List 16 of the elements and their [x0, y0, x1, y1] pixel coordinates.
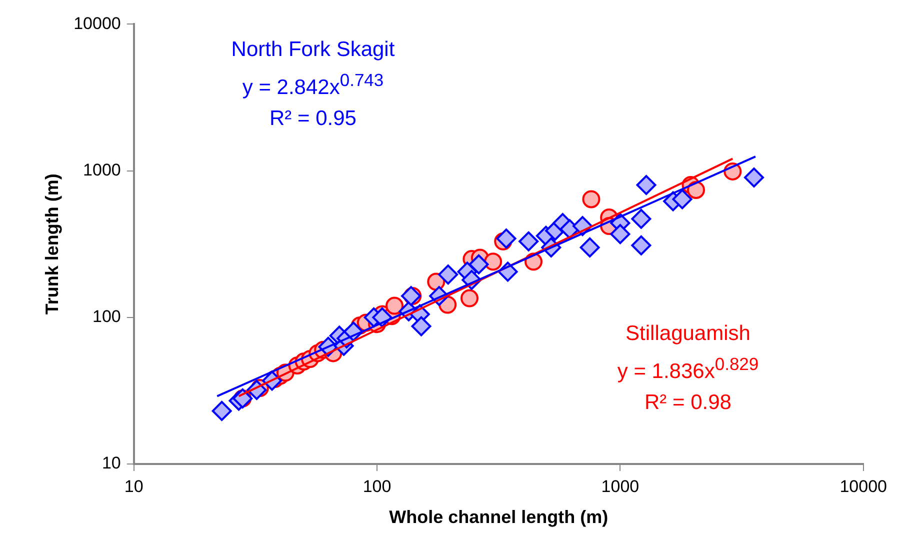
x-tick-label: 10 — [124, 476, 144, 496]
y-tick-label: 100 — [92, 307, 121, 326]
y-axis-title: Trunk length (m) — [42, 174, 62, 315]
y-tick-label: 1000 — [83, 160, 121, 180]
x-axis-title: Whole channel length (m) — [389, 507, 608, 528]
x-tick-label: 1000 — [601, 476, 640, 496]
annotation: y = 2.842x$^{0.743}$ — [241, 69, 385, 101]
x-tick-label: 100 — [362, 476, 392, 496]
text: Stillaguamish — [624, 321, 752, 347]
annotation: y = 1.836x$^{0.829}$ — [616, 353, 760, 385]
text: North Fork Skagit — [230, 37, 396, 63]
y-tick-label: 10 — [102, 454, 121, 473]
x-tick-label: 10000 — [840, 476, 888, 496]
annotation: R² = 0.98 — [644, 390, 732, 416]
annotation: R² = 0.95 — [268, 106, 358, 132]
y-tick-label: 10000 — [74, 14, 121, 33]
